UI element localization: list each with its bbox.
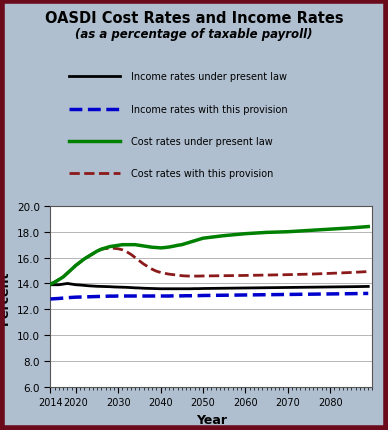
Text: Cost rates with this provision: Cost rates with this provision: [131, 169, 273, 179]
Text: Income rates under present law: Income rates under present law: [131, 72, 287, 82]
Text: (as a percentage of taxable payroll): (as a percentage of taxable payroll): [75, 28, 313, 41]
X-axis label: Year: Year: [196, 413, 227, 426]
Text: Income rates with this provision: Income rates with this provision: [131, 104, 288, 114]
Text: Cost rates under present law: Cost rates under present law: [131, 137, 273, 147]
Y-axis label: Percent: Percent: [0, 270, 11, 324]
Text: OASDI Cost Rates and Income Rates: OASDI Cost Rates and Income Rates: [45, 11, 343, 26]
